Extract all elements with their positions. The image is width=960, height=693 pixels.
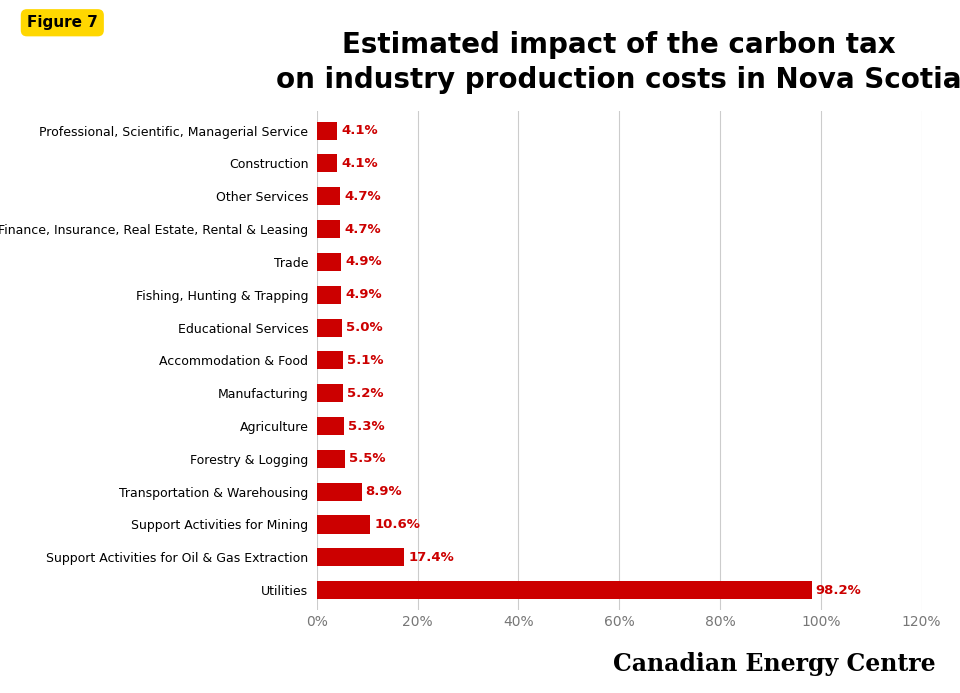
Text: 4.9%: 4.9% <box>346 256 382 268</box>
Text: 5.1%: 5.1% <box>347 354 383 367</box>
Text: 4.1%: 4.1% <box>342 124 378 137</box>
Bar <box>317 482 362 500</box>
Text: 4.7%: 4.7% <box>345 222 381 236</box>
Text: 5.2%: 5.2% <box>348 387 384 400</box>
Bar <box>317 319 342 337</box>
Text: Figure 7: Figure 7 <box>27 15 98 30</box>
Text: Canadian Energy Centre: Canadian Energy Centre <box>613 651 936 676</box>
Bar <box>317 155 338 173</box>
Bar <box>317 351 343 369</box>
Text: 98.2%: 98.2% <box>816 584 861 597</box>
Text: 4.7%: 4.7% <box>345 190 381 203</box>
Bar <box>317 384 343 402</box>
Bar <box>317 417 344 435</box>
Bar <box>317 548 404 566</box>
Text: 10.6%: 10.6% <box>374 518 420 531</box>
Bar <box>317 286 342 304</box>
Bar <box>317 516 371 534</box>
Bar <box>317 121 338 139</box>
Text: 5.3%: 5.3% <box>348 419 384 432</box>
Text: 5.0%: 5.0% <box>346 321 383 334</box>
Text: 5.5%: 5.5% <box>348 453 385 465</box>
Text: 17.4%: 17.4% <box>409 551 454 564</box>
Text: 4.1%: 4.1% <box>342 157 378 170</box>
Text: 4.9%: 4.9% <box>346 288 382 301</box>
Bar <box>317 220 341 238</box>
Bar <box>317 187 341 205</box>
Bar <box>317 450 345 468</box>
Bar <box>317 253 342 271</box>
Bar <box>317 581 812 599</box>
Text: 8.9%: 8.9% <box>366 485 402 498</box>
Text: Estimated impact of the carbon tax
on industry production costs in Nova Scotia: Estimated impact of the carbon tax on in… <box>276 31 960 94</box>
